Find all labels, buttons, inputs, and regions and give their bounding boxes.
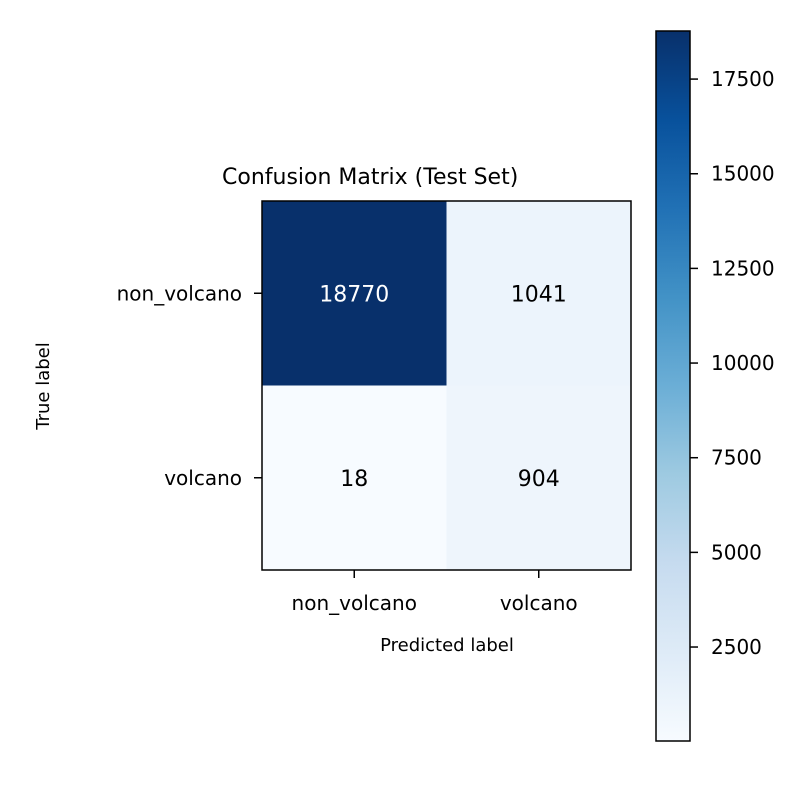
cell-value-label: 904 [518, 467, 560, 492]
colorbar-tick-label: 7500 [711, 446, 762, 470]
x-tick-label: volcano [500, 591, 578, 615]
heatmap-cell [262, 385, 447, 571]
cell-value-label: 18 [340, 467, 368, 492]
colorbar-tick-label: 5000 [711, 540, 762, 564]
y-axis-label: True label [33, 342, 54, 431]
x-axis-label: Predicted label [380, 635, 514, 656]
heatmap-cell [262, 201, 447, 386]
colorbar-tick-label: 17500 [711, 67, 775, 91]
plot-frame [261, 200, 632, 571]
x-tick-label: non_volcano [292, 591, 417, 615]
colorbar-ticks: 2500 5000 7500 10000 12500 15000 17500 [690, 67, 775, 659]
heatmap-cell-labels: 18770 1041 18 904 [319, 282, 567, 492]
cell-value-label: 18770 [319, 282, 389, 307]
colorbar-tick-label: 15000 [711, 162, 775, 186]
cell-value-label: 1041 [511, 282, 567, 307]
x-axis-ticks: non_volcano volcano [292, 570, 578, 615]
heatmap-cells [262, 201, 632, 571]
y-tick-label: non_volcano [117, 281, 242, 305]
colorbar-tick-label: 12500 [711, 256, 775, 280]
colorbar-tick-label: 2500 [711, 635, 762, 659]
colorbar [655, 30, 691, 742]
colorbar-tick-label: 10000 [711, 351, 775, 375]
y-tick-label: volcano [164, 466, 242, 490]
heatmap-cell [446, 385, 632, 571]
chart-title: Confusion Matrix (Test Set) [222, 165, 518, 190]
heatmap-cell [446, 201, 632, 386]
